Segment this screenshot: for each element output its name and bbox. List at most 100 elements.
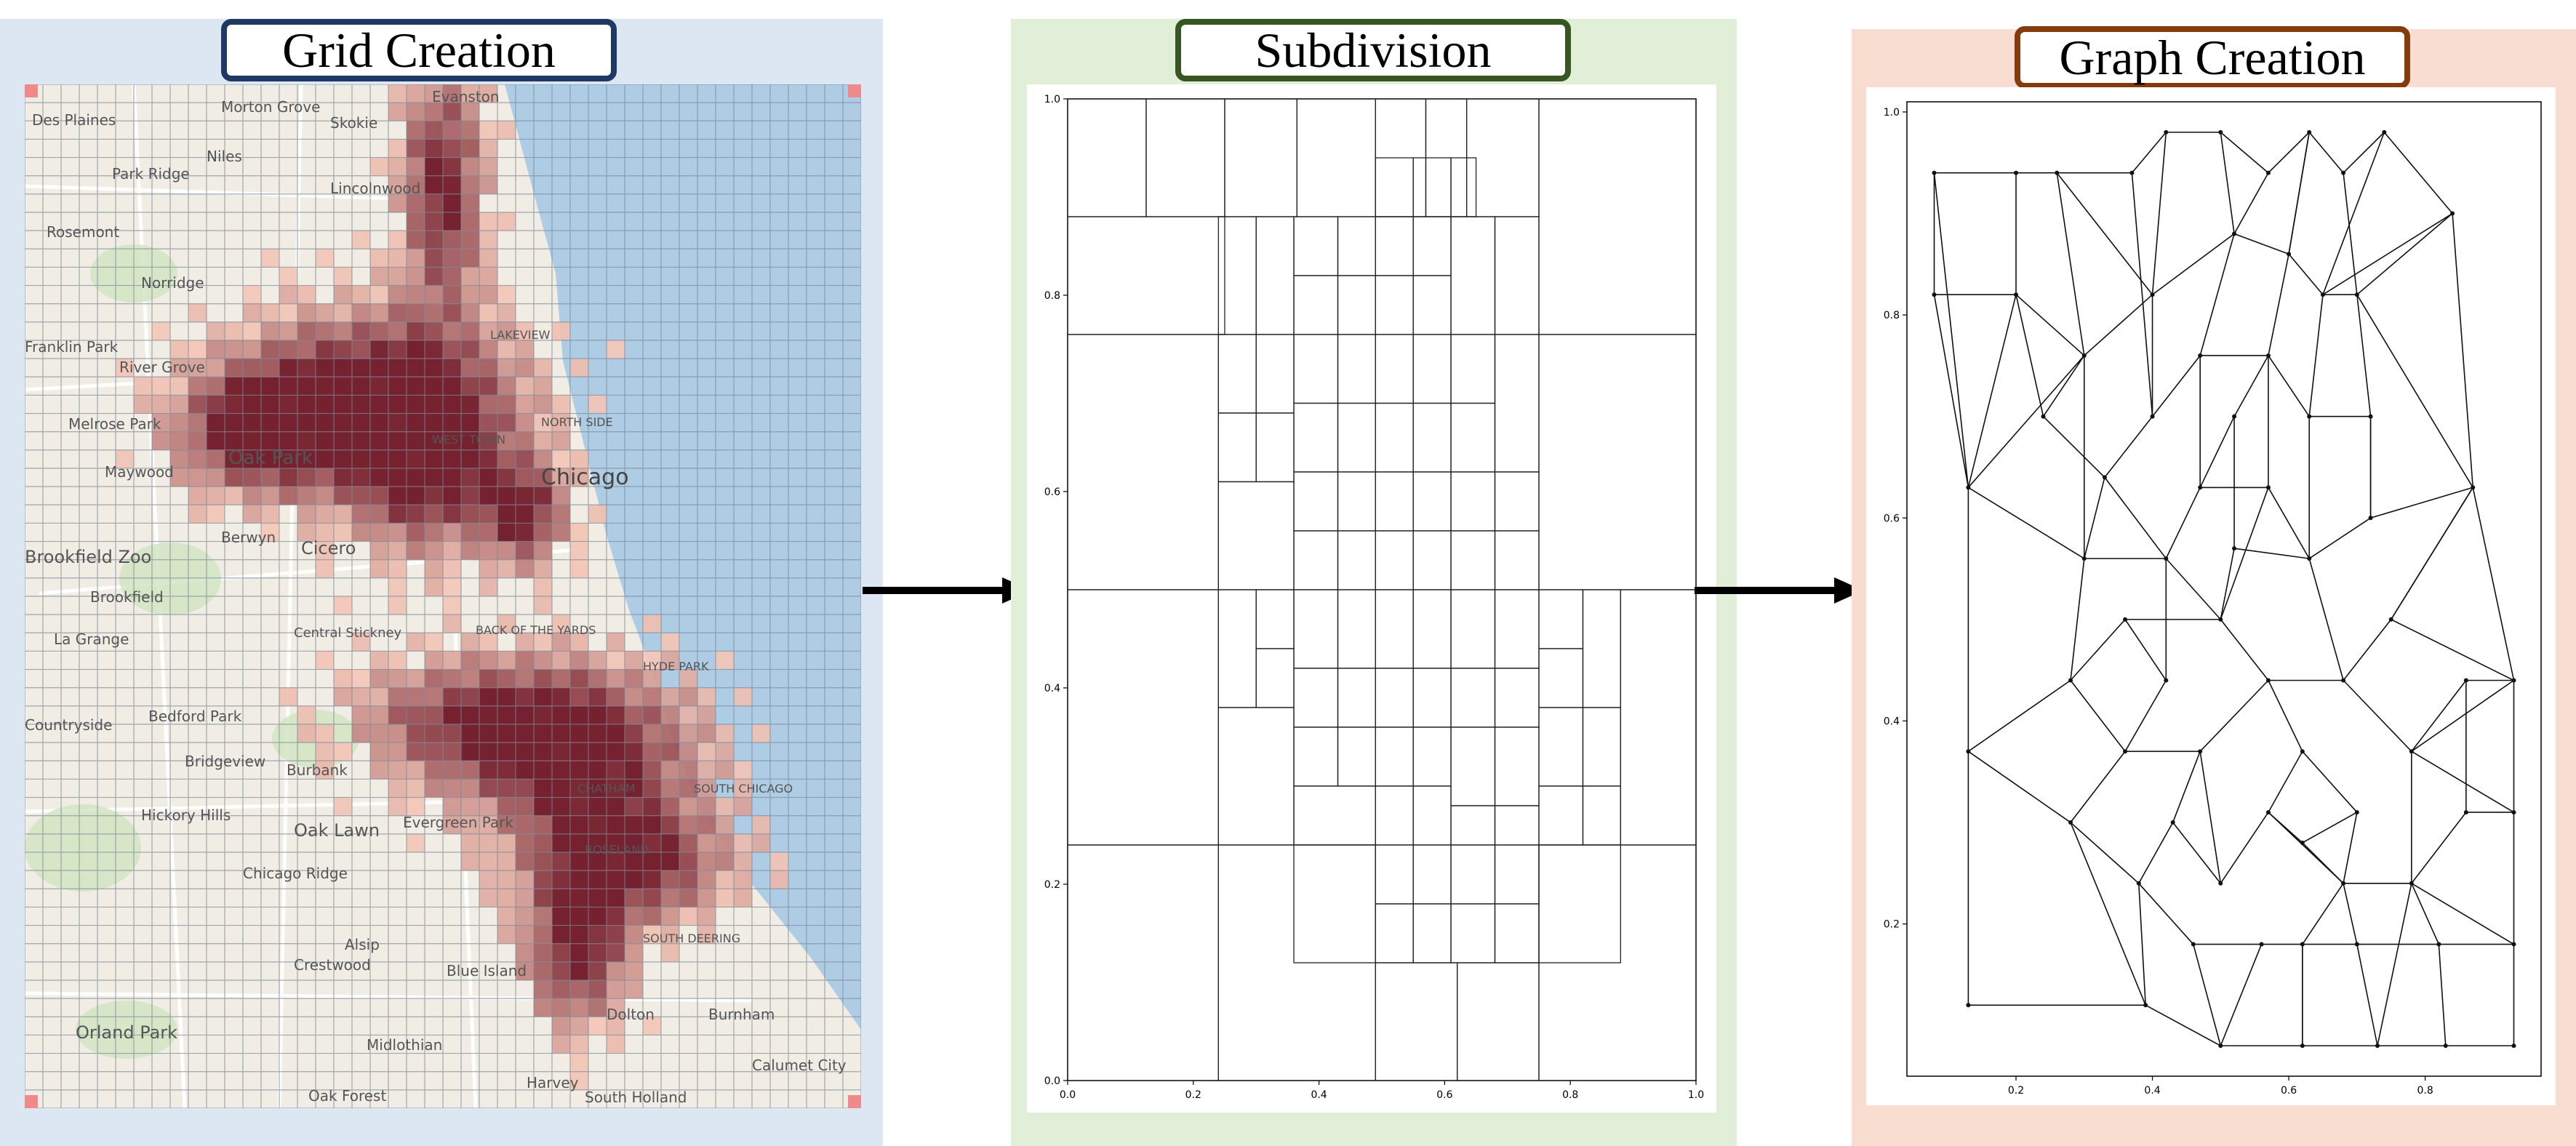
heatmap-cell: [388, 193, 407, 212]
heatmap-cell: [461, 303, 479, 322]
heatmap-cell: [279, 321, 297, 340]
heatmap-cell: [679, 889, 697, 907]
graph-node: [2041, 414, 2046, 419]
heatmap-cell: [352, 523, 370, 542]
map-label: Rosemont: [47, 223, 119, 241]
graph-edge: [2199, 416, 2235, 488]
map-label: Brookfield Zoo: [25, 547, 151, 567]
heatmap-cell: [752, 724, 770, 743]
heatmap-cell: [534, 761, 552, 780]
heatmap-cell: [425, 377, 443, 396]
heatmap-cell: [716, 833, 734, 852]
graph-edge: [1967, 679, 2071, 752]
heatmap-cell: [607, 761, 625, 780]
heatmap-cell: [479, 395, 497, 414]
graph-node: [2055, 170, 2060, 175]
heatmap-cell: [407, 358, 425, 377]
heatmap-cell: [407, 705, 425, 724]
heatmap-cell: [479, 468, 497, 487]
heatmap-cell: [497, 449, 516, 468]
heatmap-cell: [443, 103, 461, 121]
heatmap-cell: [388, 559, 407, 578]
heatmap-cell: [497, 395, 516, 414]
graph-node: [2129, 170, 2135, 175]
heatmap-cell: [588, 907, 607, 926]
heatmap-cell: [243, 449, 261, 468]
graph-node: [2368, 414, 2373, 419]
heatmap-cell: [516, 742, 534, 761]
heatmap-cell: [588, 925, 607, 944]
graph-node: [1966, 1003, 1971, 1008]
map-label: Cicero: [301, 538, 356, 558]
heatmap-cell: [552, 449, 570, 468]
heatmap-cell: [443, 231, 461, 249]
graph-node: [2307, 556, 2312, 561]
graph-node: [1932, 292, 1937, 297]
heatmap-cell: [425, 687, 443, 706]
heatmap-cell: [225, 377, 243, 396]
heatmap-cell: [316, 486, 334, 505]
heatmap-cell: [370, 267, 388, 286]
heatmap-cell: [370, 724, 388, 743]
heatmap-cell: [388, 395, 407, 414]
heatmap-cell: [643, 925, 661, 944]
heatmap-cell: [661, 705, 679, 724]
heatmap-cell: [716, 889, 734, 907]
subdivision-ytick-label: 0.6: [1044, 486, 1060, 498]
heatmap-cell: [552, 815, 570, 834]
heatmap-cell: [607, 1017, 625, 1035]
graph-edge: [2308, 132, 2344, 174]
heatmap-cell: [388, 413, 407, 432]
map-label: Oak Park: [228, 447, 313, 469]
heatmap-cell: [479, 889, 497, 907]
heatmap-cell: [461, 669, 479, 688]
heatmap-cell: [643, 687, 661, 706]
heatmap-cell: [697, 907, 716, 926]
heatmap-cell: [443, 193, 461, 212]
map-label: Harvey: [527, 1074, 579, 1091]
graph-edge: [2056, 172, 2085, 356]
heatmap-cell: [261, 303, 279, 322]
heatmap-cell: [461, 249, 479, 268]
graph-node: [2232, 546, 2237, 551]
heatmap-cell: [334, 687, 352, 706]
graph-edge: [2322, 132, 2385, 295]
heatmap-cell: [407, 523, 425, 542]
heatmap-cell: [588, 815, 607, 834]
map-label: Dolton: [607, 1006, 655, 1023]
corner-markers: [25, 84, 861, 1108]
heatmap-cell: [388, 377, 407, 396]
heatmap-cell: [407, 724, 425, 743]
heatmap-cell: [316, 468, 334, 487]
heatmap-cell: [607, 852, 625, 871]
graph-edge: [2124, 619, 2167, 681]
graph-node: [2143, 1003, 2148, 1008]
heatmap-cell: [370, 285, 388, 304]
graph-edge: [2104, 476, 2167, 559]
heatmap-cell: [407, 84, 425, 103]
heatmap-cell: [334, 449, 352, 468]
heatmap-cell: [243, 358, 261, 377]
heatmap-cell: [316, 761, 334, 780]
graph-edge: [2438, 944, 2447, 1046]
heatmap-cell: [461, 267, 479, 286]
heatmap-cell: [425, 103, 443, 121]
graph-node: [2287, 252, 2292, 257]
graph-edge: [2356, 294, 2473, 488]
heatmap-cell: [425, 468, 443, 487]
graph-edge: [1967, 355, 2085, 488]
heatmap-cell: [461, 157, 479, 176]
graph-edge: [2356, 294, 2372, 417]
heatmap-cell: [534, 833, 552, 852]
heatmap-cell: [570, 998, 588, 1017]
heatmap-cell: [552, 833, 570, 852]
heatmap-cell: [388, 249, 407, 268]
map-label: Skokie: [330, 114, 377, 132]
heatmap-cell: [516, 779, 534, 798]
heatmap-cell: [643, 614, 661, 633]
heatmap-cell: [679, 742, 697, 761]
heatmap-cell: [261, 377, 279, 396]
heatmap-cell: [261, 340, 279, 359]
heatmap-cell: [497, 303, 516, 322]
heatmap-cell: [425, 559, 443, 578]
